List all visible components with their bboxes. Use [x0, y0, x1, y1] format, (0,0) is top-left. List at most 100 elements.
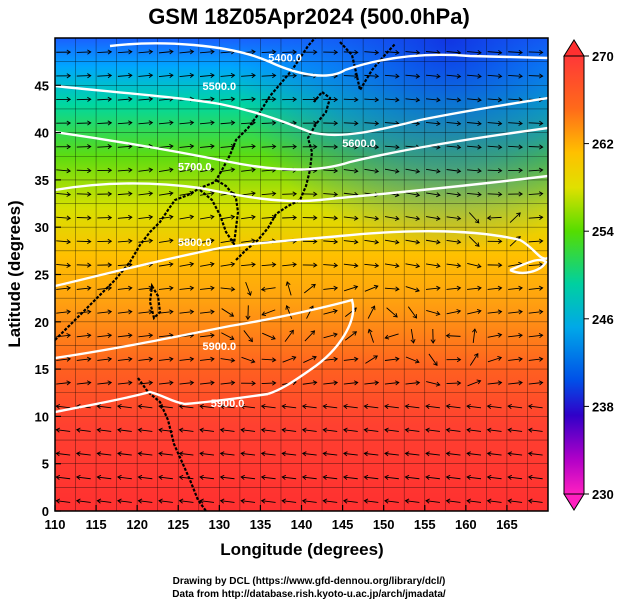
wind-arrowhead — [87, 120, 92, 126]
wind-arrowhead — [414, 358, 420, 364]
wind-streamline — [241, 145, 256, 148]
wind-streamline — [138, 51, 153, 54]
wind-arrowhead — [538, 333, 544, 339]
wind-streamline — [302, 429, 317, 432]
wind-arrowhead — [497, 120, 503, 126]
wind-arrowhead — [189, 120, 195, 126]
wind-streamline — [487, 145, 502, 148]
wind-arrowhead — [415, 120, 421, 127]
wind-arrowhead — [354, 120, 359, 126]
wind-streamline — [56, 216, 71, 219]
wind-streamline — [56, 500, 71, 503]
wind-arrowhead — [128, 238, 133, 244]
wind-arrowhead — [128, 214, 133, 220]
wind-streamline — [405, 382, 420, 385]
wind-arrowhead — [87, 96, 92, 102]
wind-arrowhead — [210, 380, 215, 386]
wind-arrowhead — [117, 427, 122, 433]
wind-arrowhead — [322, 427, 328, 433]
wind-arrowhead — [395, 356, 400, 362]
colorbar-top-arrow — [563, 39, 585, 57]
wind-streamline — [303, 283, 316, 294]
wind-arrowhead — [538, 285, 544, 291]
wind-arrowhead — [291, 355, 297, 361]
wind-streamline — [220, 168, 235, 173]
wind-streamline — [158, 500, 173, 503]
wind-arrowhead — [322, 451, 328, 457]
wind-streamline — [199, 51, 215, 54]
x-tick-label: 115 — [86, 517, 107, 532]
wind-arrowhead — [189, 285, 195, 291]
grid-lines — [55, 38, 548, 511]
wind-streamline — [528, 405, 543, 409]
wind-arrowhead — [55, 451, 61, 457]
wind-arrowhead — [292, 215, 298, 221]
wind-streamline — [199, 122, 215, 125]
wind-streamline — [343, 122, 358, 124]
wind-arrowhead — [271, 335, 276, 340]
wind-streamline — [76, 476, 91, 480]
wind-arrowhead — [404, 474, 410, 480]
wind-arrowhead — [107, 356, 113, 362]
wind-streamline — [220, 98, 235, 101]
wind-arrowhead — [394, 263, 400, 269]
wind-streamline — [508, 405, 523, 409]
wind-streamline — [446, 98, 461, 101]
wind-arrowhead — [384, 474, 389, 480]
wind-streamline — [508, 500, 523, 503]
wind-arrowhead — [148, 167, 154, 173]
wind-arrowhead — [497, 356, 503, 361]
wind-arrowhead — [374, 97, 380, 103]
wind-arrowhead — [87, 168, 92, 174]
wind-arrowhead — [128, 309, 133, 315]
wind-arrowhead — [285, 281, 291, 286]
wind-arrowhead — [333, 332, 338, 338]
wind-arrowhead — [66, 96, 72, 102]
wind-streamline — [261, 429, 276, 432]
wind-arrowhead — [312, 380, 318, 386]
wind-arrowhead — [477, 120, 482, 127]
wind-arrowhead — [158, 451, 163, 457]
wind-streamline — [343, 452, 358, 456]
colorbar-tick-label: 230 — [592, 487, 614, 502]
wind-arrowhead — [199, 451, 204, 457]
wind-arrowhead — [169, 380, 174, 386]
wind-arrowhead — [178, 427, 184, 433]
chart-title: GSM 18Z05Apr2024 (500.0hPa) — [148, 4, 470, 29]
x-tick-label: 130 — [208, 517, 230, 532]
wind-streamline — [138, 476, 153, 480]
wind-streamline — [243, 330, 253, 342]
wind-arrowhead — [333, 308, 338, 314]
wind-streamline — [467, 310, 481, 315]
wind-streamline — [425, 476, 440, 480]
wind-arrowhead — [292, 120, 298, 126]
wind-arrowhead — [148, 380, 154, 386]
wind-arrowhead — [415, 239, 421, 245]
wind-streamline — [76, 429, 91, 432]
wind-arrowhead — [66, 144, 72, 150]
wind-arrowhead — [248, 337, 253, 343]
wind-arrowhead — [66, 356, 72, 362]
wind-streamline — [405, 239, 420, 244]
y-tick-label: 0 — [42, 504, 49, 519]
wind-streamline — [261, 405, 276, 409]
wind-arrowhead — [128, 191, 133, 197]
wind-arrowhead — [538, 238, 544, 244]
wind-arrowhead — [313, 49, 318, 55]
wind-arrowhead — [497, 332, 503, 338]
wind-streamline — [200, 382, 215, 385]
wind-streamline — [467, 193, 482, 196]
wind-streamline — [343, 500, 358, 503]
wind-arrowhead — [137, 403, 143, 409]
wind-streamline — [200, 287, 215, 290]
wind-arrowhead — [425, 474, 430, 480]
wind-arrowhead — [425, 427, 430, 433]
wind-arrowhead — [210, 49, 215, 55]
wind-arrowhead — [527, 403, 533, 409]
wind-arrowhead — [229, 335, 235, 341]
wind-arrowhead — [199, 427, 204, 433]
wind-arrowhead — [353, 285, 359, 290]
wind-arrowhead — [55, 474, 61, 480]
wind-streamline — [199, 98, 215, 101]
wind-streamline — [364, 429, 379, 432]
